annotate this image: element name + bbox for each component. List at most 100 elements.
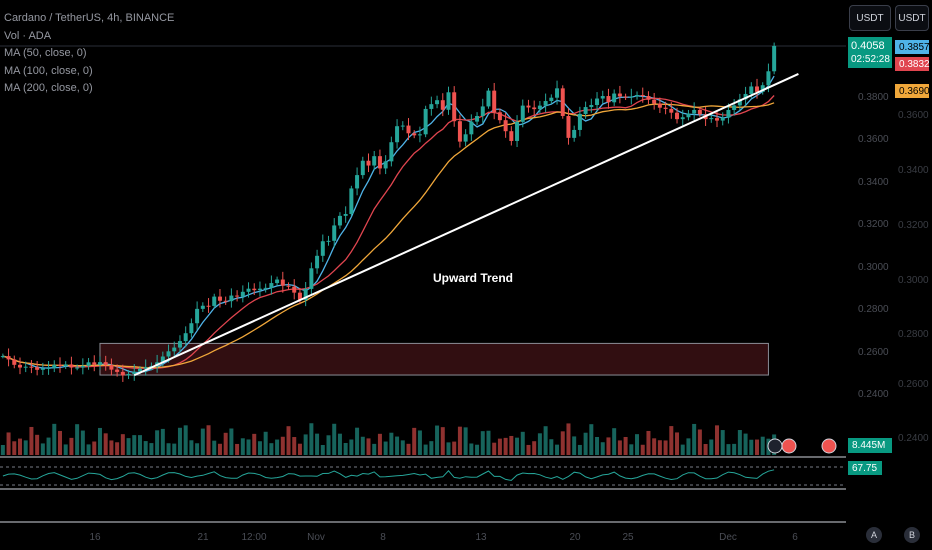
candle-body	[492, 91, 496, 113]
candle-body	[115, 370, 119, 372]
candle	[606, 89, 610, 109]
candle-body	[504, 120, 508, 131]
volume-bar	[532, 441, 536, 455]
volume-bar	[304, 434, 308, 455]
volume-bar	[709, 440, 713, 455]
volume-bar	[332, 424, 336, 455]
candle-body	[406, 126, 410, 134]
volume-bar	[692, 424, 696, 455]
candle-body	[395, 126, 399, 142]
currency-button-2[interactable]: USDT	[895, 5, 929, 31]
candle-body	[681, 117, 685, 119]
volume-bar	[81, 431, 85, 455]
candle-body	[98, 362, 102, 365]
candle-body	[509, 131, 513, 141]
candle-body	[229, 296, 233, 302]
candle-body	[109, 365, 113, 370]
volume-bar	[412, 428, 416, 455]
volume-bar	[595, 437, 599, 455]
candle	[338, 212, 342, 229]
ma50-legend[interactable]: MA (50, close, 0)	[4, 45, 174, 63]
volume-bar	[384, 442, 388, 455]
last-price-value: 0.4058	[851, 40, 885, 53]
y-tick-label-secondary: 0.3400	[898, 165, 929, 176]
volume-bar	[52, 424, 56, 455]
volume-bar	[172, 444, 176, 455]
volume-bar	[327, 435, 331, 455]
volume-bar	[349, 440, 353, 455]
volume-bar	[247, 439, 251, 455]
ma100-legend[interactable]: MA (100, close, 0)	[4, 63, 174, 81]
candle-body	[127, 374, 131, 375]
candle	[292, 279, 296, 299]
currency-button-1[interactable]: USDT	[849, 5, 891, 31]
candle-body	[555, 88, 559, 97]
volume-bar	[538, 433, 542, 455]
volume-bar	[618, 440, 622, 455]
candle-body	[418, 134, 422, 135]
volume-bar	[149, 443, 153, 455]
candle-body	[292, 287, 296, 293]
candle	[327, 236, 331, 246]
candle	[492, 83, 496, 119]
candle	[772, 43, 776, 75]
volume-bar	[367, 438, 371, 455]
candle-body	[641, 95, 645, 96]
volume-bar	[744, 434, 748, 455]
candle	[207, 298, 211, 313]
symbol-title[interactable]: Cardano / TetherUS, 4h, BINANCE	[4, 10, 174, 28]
candle	[624, 94, 628, 100]
volume-bar	[606, 437, 610, 455]
candle-body	[721, 118, 725, 121]
candle	[389, 137, 393, 167]
candle	[509, 126, 513, 145]
candle-body	[538, 106, 542, 110]
support-zone	[100, 343, 768, 375]
candle	[315, 250, 319, 274]
y-axis: 0.38000.36000.34000.32000.30000.28000.26…	[858, 92, 929, 444]
us-flag-icon	[782, 439, 796, 453]
candle	[395, 119, 399, 148]
y-tick-label-secondary: 0.2600	[898, 379, 929, 390]
log-scale-button[interactable]: B	[904, 527, 920, 543]
candle-body	[81, 366, 85, 368]
volume-bar	[1, 445, 5, 455]
volume-bar	[726, 444, 730, 455]
candle	[424, 106, 428, 137]
candle	[372, 151, 376, 170]
candle-body	[189, 323, 193, 333]
last-price-tag: 0.4058 02:52:28	[848, 37, 892, 68]
volume-bar	[589, 424, 593, 455]
volume-bar	[486, 431, 490, 455]
volume-bar	[555, 445, 559, 455]
volume-bar	[109, 440, 113, 455]
candle-body	[766, 71, 770, 85]
volume-legend[interactable]: Vol · ADA	[4, 28, 174, 46]
candle	[35, 361, 39, 375]
candle-body	[469, 122, 473, 135]
volume-bar	[178, 428, 182, 455]
candle-body	[589, 105, 593, 107]
auto-scale-button[interactable]: A	[866, 527, 882, 543]
volume-bar	[526, 445, 530, 455]
y-tick-label-secondary: 0.2800	[898, 329, 929, 340]
volume-bar	[47, 438, 51, 455]
ma200-legend[interactable]: MA (200, close, 0)	[4, 80, 174, 98]
volume-bar	[104, 433, 108, 455]
volume-bar	[144, 441, 148, 455]
volume-bar	[664, 440, 668, 455]
candle-body	[686, 114, 690, 118]
volume-bar	[715, 425, 719, 455]
volume-bar	[681, 445, 685, 455]
candle-body	[184, 333, 188, 341]
candle	[69, 357, 73, 375]
candle	[52, 360, 56, 372]
candle-body	[58, 365, 62, 366]
volume-bar	[475, 445, 479, 455]
candle-body	[75, 368, 79, 369]
candle-body	[315, 256, 319, 268]
candle	[595, 92, 599, 111]
bar-countdown: 02:52:28	[851, 53, 890, 66]
candle	[18, 358, 22, 375]
